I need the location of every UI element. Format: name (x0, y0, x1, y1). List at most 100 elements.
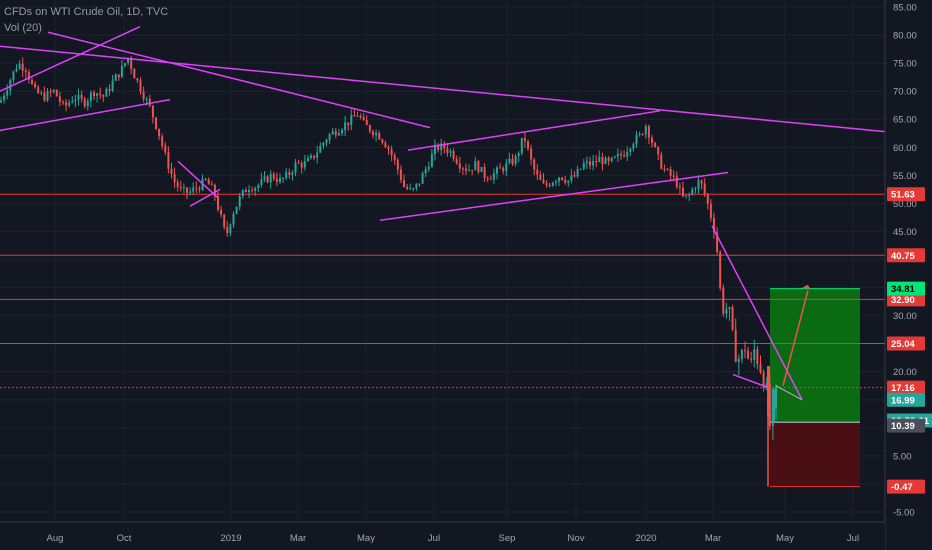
y-tick-label: 20.00 (893, 367, 917, 378)
candle-body (564, 179, 567, 183)
candle-body (465, 168, 467, 171)
candle-body (80, 94, 83, 99)
candle-body (706, 194, 709, 204)
y-tick-label: 60.00 (893, 143, 917, 154)
candle-body (93, 92, 95, 96)
y-tick-label: 5.00 (893, 451, 912, 462)
candle-body (362, 117, 365, 121)
candle-body (722, 287, 725, 314)
candle-body (641, 133, 644, 135)
candle-body (682, 187, 684, 197)
x-tick-label: Aug (47, 533, 64, 544)
candle-body (582, 163, 585, 169)
candle-body (186, 187, 188, 193)
candle-body (635, 134, 638, 145)
candle-body (378, 133, 381, 140)
candle-body (65, 102, 68, 106)
trend-line[interactable] (732, 373, 769, 389)
candle-body (483, 167, 486, 178)
candle-body (616, 153, 619, 157)
volume-indicator-label[interactable]: Vol (20) (4, 22, 42, 34)
candle-body (697, 180, 700, 189)
candle-body (548, 185, 551, 187)
trend-line[interactable] (177, 160, 219, 199)
price-badge-label: 51.63 (891, 190, 915, 201)
candle-body (731, 307, 734, 330)
price-axis[interactable]: 85.00 80.00 75.00 70.00 65.00 60.00 55.00 50.00… (884, 0, 932, 550)
trend-line[interactable] (47, 31, 431, 129)
candle-body (285, 172, 288, 178)
candle-body (282, 177, 285, 179)
arrow-head (802, 284, 810, 289)
candle-body (496, 167, 498, 174)
trend-line[interactable] (189, 188, 221, 207)
candle-body (709, 203, 712, 219)
candle-body (322, 142, 325, 146)
price-badge (887, 418, 925, 433)
y-tick-label: 30.00 (893, 311, 917, 322)
candle-body (310, 155, 312, 158)
candle-body (130, 57, 133, 70)
candle-body (412, 188, 415, 190)
candle-body (161, 136, 164, 146)
candle-body (142, 91, 145, 100)
candle-body (213, 184, 216, 197)
trend-line[interactable] (407, 110, 661, 151)
trend-line[interactable] (0, 98, 171, 132)
candle-body (272, 174, 275, 179)
candle-body (105, 89, 108, 97)
loss-zone[interactable] (770, 422, 860, 487)
trend-line[interactable] (0, 45, 886, 133)
time-axis[interactable]: Aug Oct 2019 Mar May Jul Sep Nov 2020 Mar May Jul (0, 521, 885, 550)
candle-body (772, 388, 775, 423)
candle-body (182, 187, 185, 189)
candle-body (703, 183, 706, 195)
y-tick-label: 75.00 (893, 59, 917, 70)
chart-title: CFDs on WTI Crude Oil, 1D, TVC (4, 6, 169, 18)
candle-body (220, 209, 223, 215)
candle-body (6, 90, 9, 96)
candle-body (288, 172, 291, 176)
candle-body (734, 329, 737, 362)
candle-body (440, 143, 443, 150)
candle-body (207, 179, 210, 185)
projection-line[interactable] (775, 385, 803, 401)
candle-body (77, 94, 80, 100)
position-zones (770, 288, 860, 488)
candle-body (551, 182, 554, 186)
candle-body (449, 150, 452, 153)
candle-body (337, 133, 340, 136)
candle-body (756, 349, 759, 365)
candle-body (83, 98, 86, 107)
candle-body (728, 307, 731, 310)
candle-body (533, 159, 536, 170)
candle-body (31, 79, 33, 84)
candle-body (666, 169, 669, 171)
candle-body (195, 187, 198, 189)
candle-body (399, 169, 402, 181)
y-tick-label: 45.00 (893, 227, 917, 238)
candle-body (461, 168, 464, 170)
candle-body (740, 350, 743, 359)
price-badge-label: -0.47 (891, 482, 913, 493)
projection-arrow[interactable] (782, 290, 809, 386)
candle-body (623, 155, 626, 157)
candle-body (34, 83, 37, 88)
trend-line[interactable] (0, 25, 141, 92)
candle-body (669, 169, 672, 176)
candle-body (775, 386, 777, 409)
candle-body (452, 150, 455, 159)
candle-body (155, 117, 157, 129)
candle-body (613, 156, 616, 158)
price-badge (887, 187, 925, 202)
x-tick-label: Mar (290, 533, 306, 544)
candle-body (263, 176, 266, 180)
candle-body (480, 167, 483, 173)
y-tick-label: -5.00 (893, 508, 915, 519)
trend-line[interactable] (379, 171, 729, 221)
profit-zone[interactable] (770, 288, 860, 423)
candle-body (226, 227, 229, 233)
y-tick-label: 70.00 (893, 87, 917, 98)
candlestick-series (0, 55, 777, 487)
